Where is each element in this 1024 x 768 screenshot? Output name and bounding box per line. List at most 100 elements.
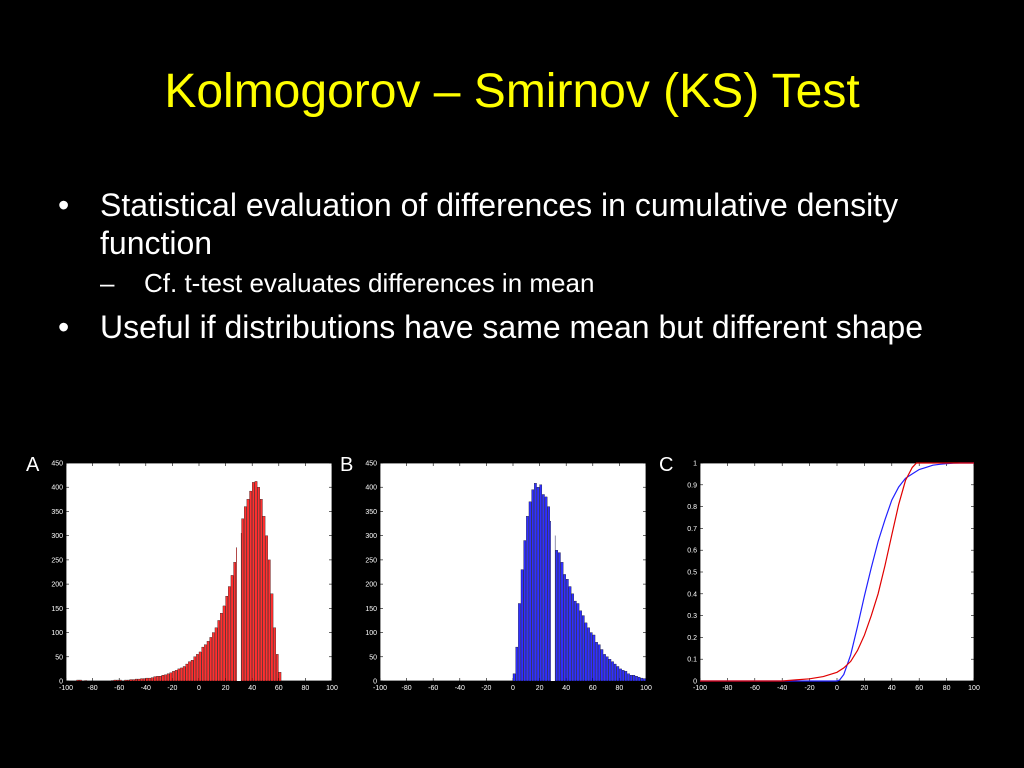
chart-b-bar [587, 627, 590, 682]
chart-b-y-tick-label: 0 [373, 679, 377, 686]
chart-a-bar [164, 674, 167, 682]
chart-a-bar [137, 678, 141, 682]
chart-b-bar [574, 600, 577, 682]
chart-a-bar [228, 586, 231, 682]
chart-a-bar [161, 675, 165, 682]
chart-b-bar [558, 552, 561, 682]
chart-a-bar [132, 679, 135, 682]
chart-c-y-tick-label: 1 [693, 461, 697, 468]
chart-b-bar [566, 579, 569, 682]
chart-b-bar [544, 496, 548, 682]
chart-b-x-tick-label: 100 [640, 685, 652, 692]
sub-bullet-item: – Cf. t-test evaluates differences in me… [58, 268, 988, 298]
chart-b-bar [619, 668, 622, 682]
chart-b-bar [582, 615, 585, 682]
chart-a-y-tick-label: 200 [51, 582, 63, 589]
bullet-dot-icon: • [58, 187, 70, 223]
chart-a-bar [174, 670, 178, 682]
chart-a-marker-line [236, 465, 241, 681]
chart-a-bar [79, 679, 82, 682]
chart-c-x-tick-label: 40 [888, 685, 896, 692]
panel-label-c: C [659, 454, 674, 476]
chart-b-bar [592, 634, 596, 682]
chart-a-bar [230, 575, 234, 682]
histogram-chart-b: -100 -80 -60 -40 -20 0 20 40 60 80 100 0 50 100 150 200… [365, 461, 652, 693]
chart-b-bar [637, 676, 641, 682]
chart-a-x-tick-label: -20 [167, 685, 177, 692]
chart-a-bar [182, 666, 186, 682]
chart-a-bar [156, 676, 159, 682]
chart-b-bar [555, 550, 558, 682]
chart-b-bar [603, 654, 606, 682]
chart-a-bar [257, 487, 260, 682]
chart-a-x-tick-label: -40 [141, 685, 151, 692]
chart-b-marker-line [550, 465, 555, 681]
chart-b-bar [595, 642, 598, 682]
chart-c-x-tick-label: 0 [835, 685, 839, 692]
chart-b-bar [584, 622, 588, 682]
chart-b-bar [632, 675, 636, 682]
chart-a-bar [145, 677, 149, 682]
chart-c-y-tick-label: 0 [693, 679, 697, 686]
chart-a-bar [158, 676, 162, 682]
chart-a-bar [129, 679, 133, 682]
chart-b-bar [523, 540, 527, 682]
chart-b-bar [629, 675, 633, 682]
chart-b-y-tick-label: 50 [369, 654, 377, 661]
chart-b-bar [605, 656, 609, 682]
chart-a-bar [185, 663, 189, 682]
chart-b-x-tick-label: 20 [536, 685, 544, 692]
chart-a-bar [254, 481, 258, 682]
chart-a-bar [222, 605, 226, 682]
chart-b-bar [526, 516, 529, 682]
chart-b-y-tick-label: 450 [365, 461, 377, 468]
chart-c-y-tick-label: 0.9 [687, 482, 697, 489]
chart-b-bar [536, 487, 540, 682]
chart-a-bar [188, 661, 191, 682]
cdf-chart-c: -100 -80 -60 -40 -20 0 20 40 60 80 100 0 0.1 0.2 0.3 0.… [687, 461, 980, 693]
chart-a-bar [273, 627, 276, 682]
chart-b-y-tick-label: 300 [365, 533, 377, 540]
chart-a-bar [190, 660, 194, 682]
chart-a-bar [214, 627, 218, 682]
chart-a-bar [140, 678, 143, 682]
chart-b-bar [597, 644, 601, 682]
chart-a-bar [249, 490, 252, 682]
chart-b-bar [643, 678, 646, 682]
chart-a-bar [233, 562, 236, 682]
chart-a-bar [124, 679, 127, 682]
chart-a-bar [196, 654, 199, 682]
chart-a-bar [252, 482, 255, 682]
chart-a-bar [169, 672, 173, 682]
chart-a-bar [148, 677, 151, 682]
chart-b-x-tick-label: -20 [481, 685, 491, 692]
chart-c-x-tick-label: 60 [915, 685, 923, 692]
chart-b-x-tick-label: 0 [511, 685, 515, 692]
chart-c-x-tick-label: 100 [968, 685, 980, 692]
chart-b-bar [600, 649, 604, 682]
bullet-list: • Statistical evaluation of differences … [58, 186, 988, 352]
chart-c-x-tick-label: -80 [722, 685, 732, 692]
chart-b-bar [611, 661, 614, 682]
chart-c-y-tick-label: 0.7 [687, 526, 697, 533]
chart-a-x-tick-label: -80 [88, 685, 98, 692]
bullet-item: • Useful if distributions have same mean… [58, 308, 988, 346]
chart-c-y-tick-label: 0.1 [687, 657, 697, 664]
chart-a-bar [201, 646, 205, 682]
slide-title: Kolmogorov – Smirnov (KS) Test [164, 65, 860, 118]
chart-a-bar [76, 679, 80, 682]
chart-a-y-tick-label: 250 [51, 557, 63, 564]
chart-a-bar [113, 679, 117, 682]
panel-label-a: A [26, 454, 40, 476]
chart-b-bar [528, 501, 532, 682]
chart-a-x-tick-label: 40 [248, 685, 256, 692]
chart-a-bar [150, 677, 154, 682]
chart-c-y-tick-label: 0.8 [687, 504, 697, 511]
chart-a-bar [135, 678, 138, 682]
bullet-text: Useful if distributions have same mean b… [100, 309, 923, 345]
chart-a-y-tick-label: 350 [51, 509, 63, 516]
chart-a-y-tick-label: 400 [51, 485, 63, 492]
chart-b-bar [616, 666, 620, 682]
chart-a-x-tick-label: 80 [302, 685, 310, 692]
chart-a-bar [212, 632, 215, 682]
